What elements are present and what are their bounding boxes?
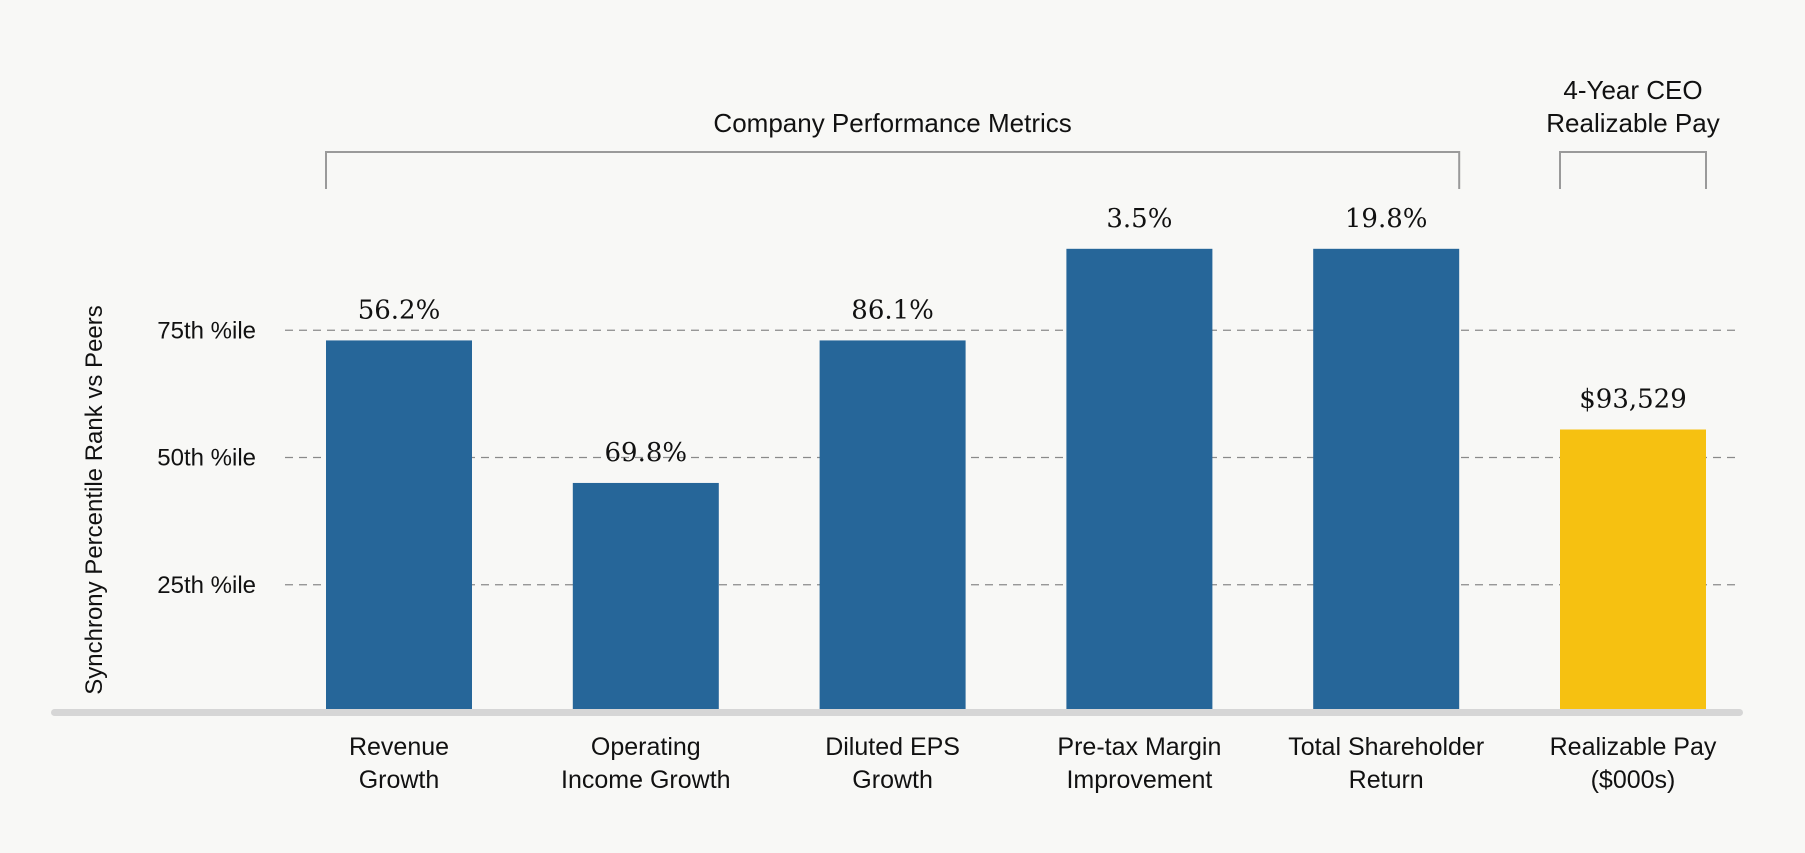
data-label: 69.8% xyxy=(604,438,687,468)
x-tick-label: ($000s) xyxy=(1591,766,1676,794)
data-label: 56.2% xyxy=(358,295,441,325)
y-tick-label: 75th %ile xyxy=(157,317,256,344)
data-label: $93,529 xyxy=(1579,385,1687,415)
x-tick-label: Operating xyxy=(591,733,701,761)
x-tick-label: Realizable Pay xyxy=(1550,733,1717,761)
data-label: 3.5% xyxy=(1106,204,1172,234)
bar xyxy=(819,340,966,712)
bar xyxy=(1560,429,1706,712)
group-bracket xyxy=(325,151,1461,189)
x-tick-label: Income Growth xyxy=(561,766,731,794)
x-tick-label: Growth xyxy=(359,766,440,794)
x-tick-label: Pre-tax Margin xyxy=(1057,733,1221,761)
x-tick-label: Growth xyxy=(852,766,933,794)
bar xyxy=(572,482,719,712)
x-axis-baseline xyxy=(51,709,1743,716)
x-tick-label: Return xyxy=(1349,766,1424,794)
group-bracket xyxy=(1559,151,1707,189)
y-tick-label: 25th %ile xyxy=(157,572,256,599)
y-axis-label: Synchrony Percentile Rank vs Peers xyxy=(81,305,108,695)
group-title: Realizable Pay xyxy=(1546,108,1719,138)
y-tick-labels: 25th %ile 50th %ile 75th %ile xyxy=(157,317,256,599)
bar xyxy=(326,340,472,712)
x-tick-label: Improvement xyxy=(1066,766,1212,794)
data-labels: 56.2% 69.8% 86.1% 3.5% 19.8% $93,529 xyxy=(358,204,1687,468)
bars xyxy=(326,248,1706,712)
x-tick-label: Total Shareholder xyxy=(1288,733,1484,761)
x-tick-label: Revenue xyxy=(349,733,449,761)
group-title: 4-Year CEO xyxy=(1563,75,1702,105)
y-tick-label: 50th %ile xyxy=(157,445,256,472)
data-label: 19.8% xyxy=(1345,204,1428,234)
bar xyxy=(1066,248,1213,712)
bar xyxy=(1313,248,1460,712)
data-label: 86.1% xyxy=(851,295,934,325)
group-brackets: Company Performance Metrics 4-Year CEORea… xyxy=(325,75,1720,189)
x-tick-label: Diluted EPS xyxy=(825,733,960,761)
x-tick-labels: Revenue Growth Operating Income Growth Dilut… xyxy=(349,733,1717,794)
group-title: Company Performance Metrics xyxy=(713,108,1071,138)
grid-lines xyxy=(285,329,1740,586)
